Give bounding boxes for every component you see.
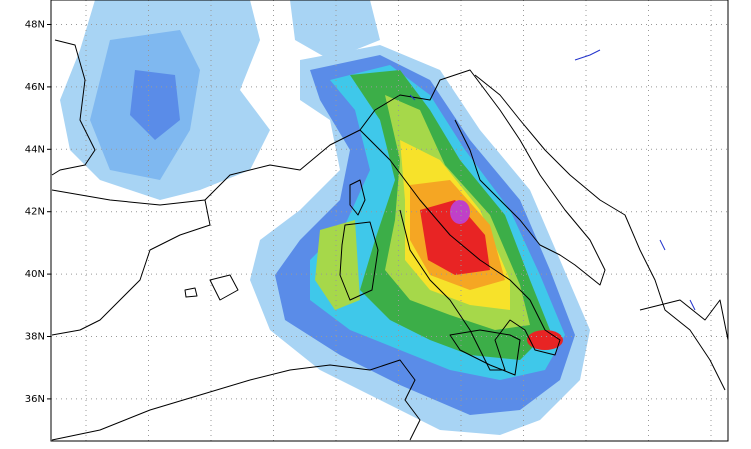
precip-red bbox=[420, 200, 490, 275]
coast-morocco bbox=[51, 379, 251, 441]
lat-label: 36N bbox=[25, 394, 45, 405]
precip-mid bbox=[130, 70, 180, 140]
lat-label: 38N bbox=[25, 332, 45, 343]
coast-corsica bbox=[349, 179, 366, 216]
lat-labels: 48N 46N 44N 42N 40N 38N 36N bbox=[25, 20, 51, 405]
coast-balearic bbox=[184, 274, 239, 301]
coast-italy-east bbox=[359, 69, 606, 286]
coast-spain bbox=[51, 189, 211, 336]
coast-greece bbox=[639, 299, 729, 341]
lat-label: 44N bbox=[25, 144, 45, 155]
precip-magenta bbox=[450, 200, 470, 224]
precip-lightgreen bbox=[315, 220, 360, 310]
lat-label: 46N bbox=[25, 82, 45, 93]
coast-france-atlantic bbox=[51, 39, 96, 176]
lake bbox=[409, 94, 696, 311]
lakes bbox=[409, 49, 696, 311]
coast-sardinia bbox=[339, 221, 379, 301]
precip-red bbox=[527, 330, 563, 350]
coast-sicily bbox=[449, 329, 521, 376]
graticule bbox=[51, 0, 728, 441]
lat-label: 40N bbox=[25, 269, 45, 280]
lake bbox=[574, 49, 601, 61]
lat-label: 48N bbox=[25, 20, 45, 31]
lat-label: 42N bbox=[25, 207, 45, 218]
coastlines bbox=[51, 39, 729, 441]
map-frame bbox=[50, 0, 729, 442]
coast-africa bbox=[249, 359, 421, 441]
coast-balkans bbox=[474, 74, 726, 391]
coast-italy-west bbox=[204, 129, 561, 371]
precip-light bbox=[290, 0, 380, 60]
